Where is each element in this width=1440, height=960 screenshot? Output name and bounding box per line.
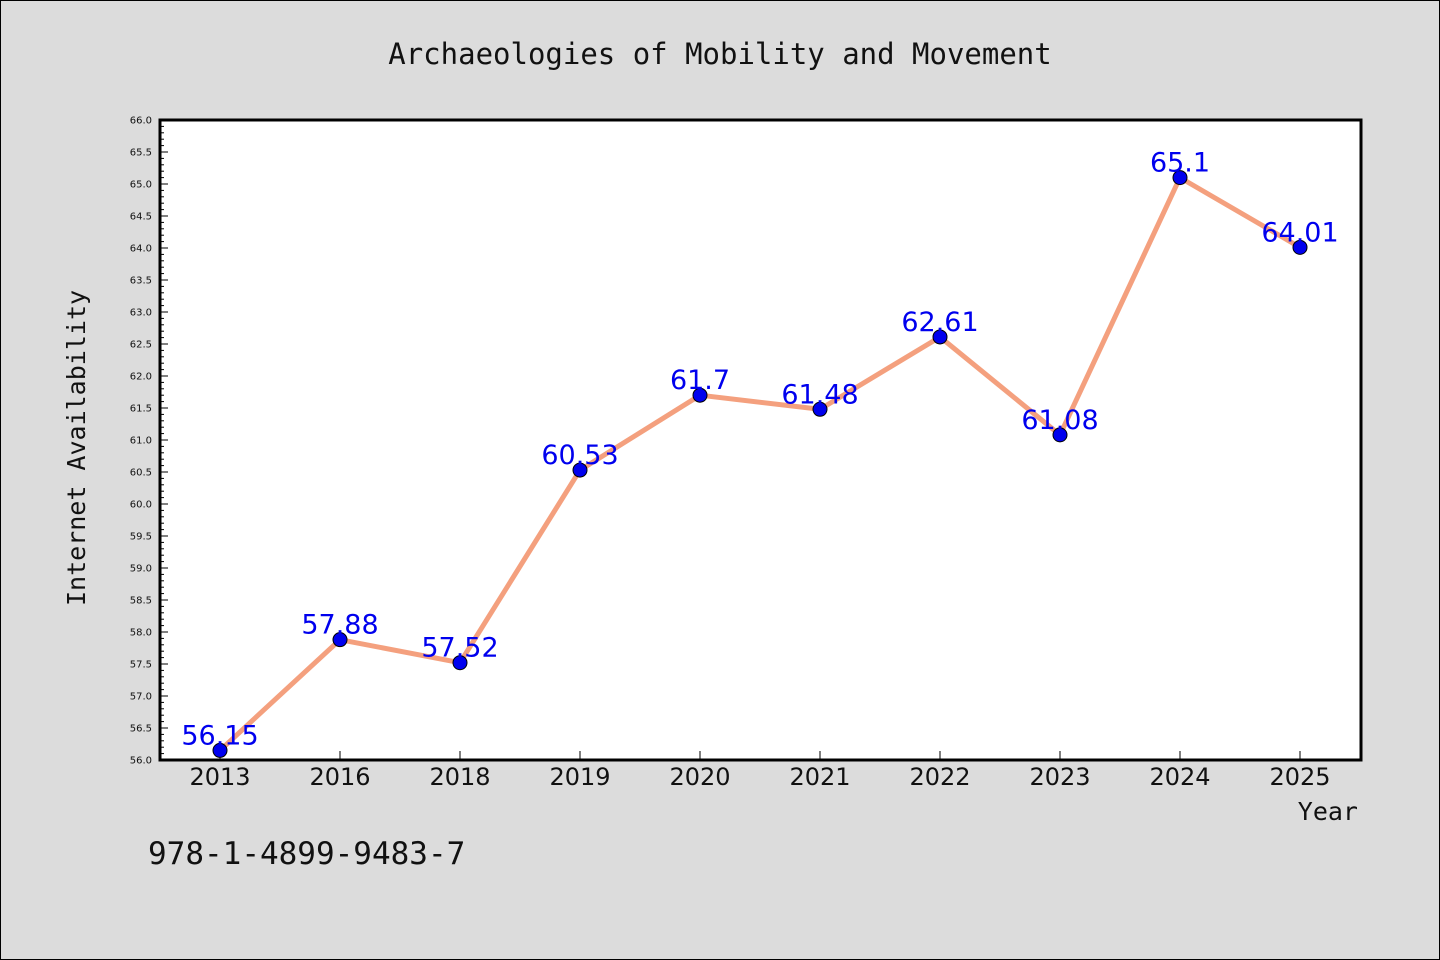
data-label: 56.15 [181,720,258,751]
plot-area [160,120,1361,760]
x-tick-label: 2018 [429,763,490,791]
data-point [332,632,348,648]
data-label: 64.01 [1261,217,1338,248]
y-tick-label: 60.0 [130,500,152,511]
data-label: 61.08 [1021,405,1098,436]
y-tick-label: 59.0 [130,564,152,575]
data-point [1172,170,1188,186]
data-label: 61.48 [781,379,858,410]
x-tick-label: 2019 [549,763,610,791]
x-tick-label: 2021 [789,763,850,791]
y-tick-label: 56.5 [130,724,152,735]
data-label: 62.61 [901,307,978,338]
y-axis: 56.0 56.5 57.0 57.5 58.0 58.5 59.0 59.5 60.0 60.5… [130,116,168,767]
data-point [932,329,948,345]
y-tick-label: 58.5 [130,596,152,607]
isbn-text: 978-1-4899-9483-7 [148,836,465,872]
data-label: 65.1 [1150,148,1210,179]
y-tick-label: 64.0 [130,244,152,255]
y-tick-label: 62.0 [130,372,152,383]
y-tick-label: 56.0 [130,756,152,767]
y-axis-label: Internet Availability [62,290,91,606]
y-tick-label: 64.5 [130,212,152,223]
data-point [812,401,828,417]
data-point [692,387,708,403]
data-label: 57.88 [301,610,378,641]
data-label: 61.7 [670,365,730,396]
x-tick-label: 2022 [909,763,970,791]
x-axis: 2013 2016 2018 2019 2020 2021 2022 2023 2024 2025 [189,751,1331,791]
y-tick-label: 65.5 [130,148,152,159]
x-tick-label: 2024 [1149,763,1210,791]
y-tick-label: 63.0 [130,308,152,319]
y-tick-label: 57.0 [130,692,152,703]
x-tick-label: 2013 [189,763,250,791]
y-tick-label: 57.5 [130,660,152,671]
x-tick-label: 2023 [1029,763,1090,791]
data-markers [212,170,1308,758]
data-point [1052,427,1068,443]
data-point [212,742,228,758]
x-tick-label: 2025 [1269,763,1330,791]
data-labels: 56.15 57.88 57.52 60.53 61.7 61.48 62.61 61.08 6… [181,148,1338,752]
plot-border [158,118,1363,762]
data-point [572,462,588,478]
y-tick-label: 66.0 [130,116,152,127]
y-tick-label: 63.5 [130,276,152,287]
x-tick-label: 2016 [309,763,370,791]
y-tick-label: 59.5 [130,532,152,543]
data-point [1292,239,1308,255]
chart-title: Archaeologies of Mobility and Movement [388,37,1051,71]
series-line [217,175,1303,753]
y-tick-label: 60.5 [130,468,152,479]
data-point [452,655,468,671]
data-label: 60.53 [541,440,618,471]
x-axis-label: Year [1298,797,1358,826]
y-tick-label: 65.0 [130,180,152,191]
y-tick-label: 61.5 [130,404,152,415]
data-label: 57.52 [421,633,498,664]
y-tick-label: 58.0 [130,628,152,639]
y-tick-label: 61.0 [130,436,152,447]
x-tick-label: 2020 [669,763,730,791]
y-tick-label: 62.5 [130,340,152,351]
